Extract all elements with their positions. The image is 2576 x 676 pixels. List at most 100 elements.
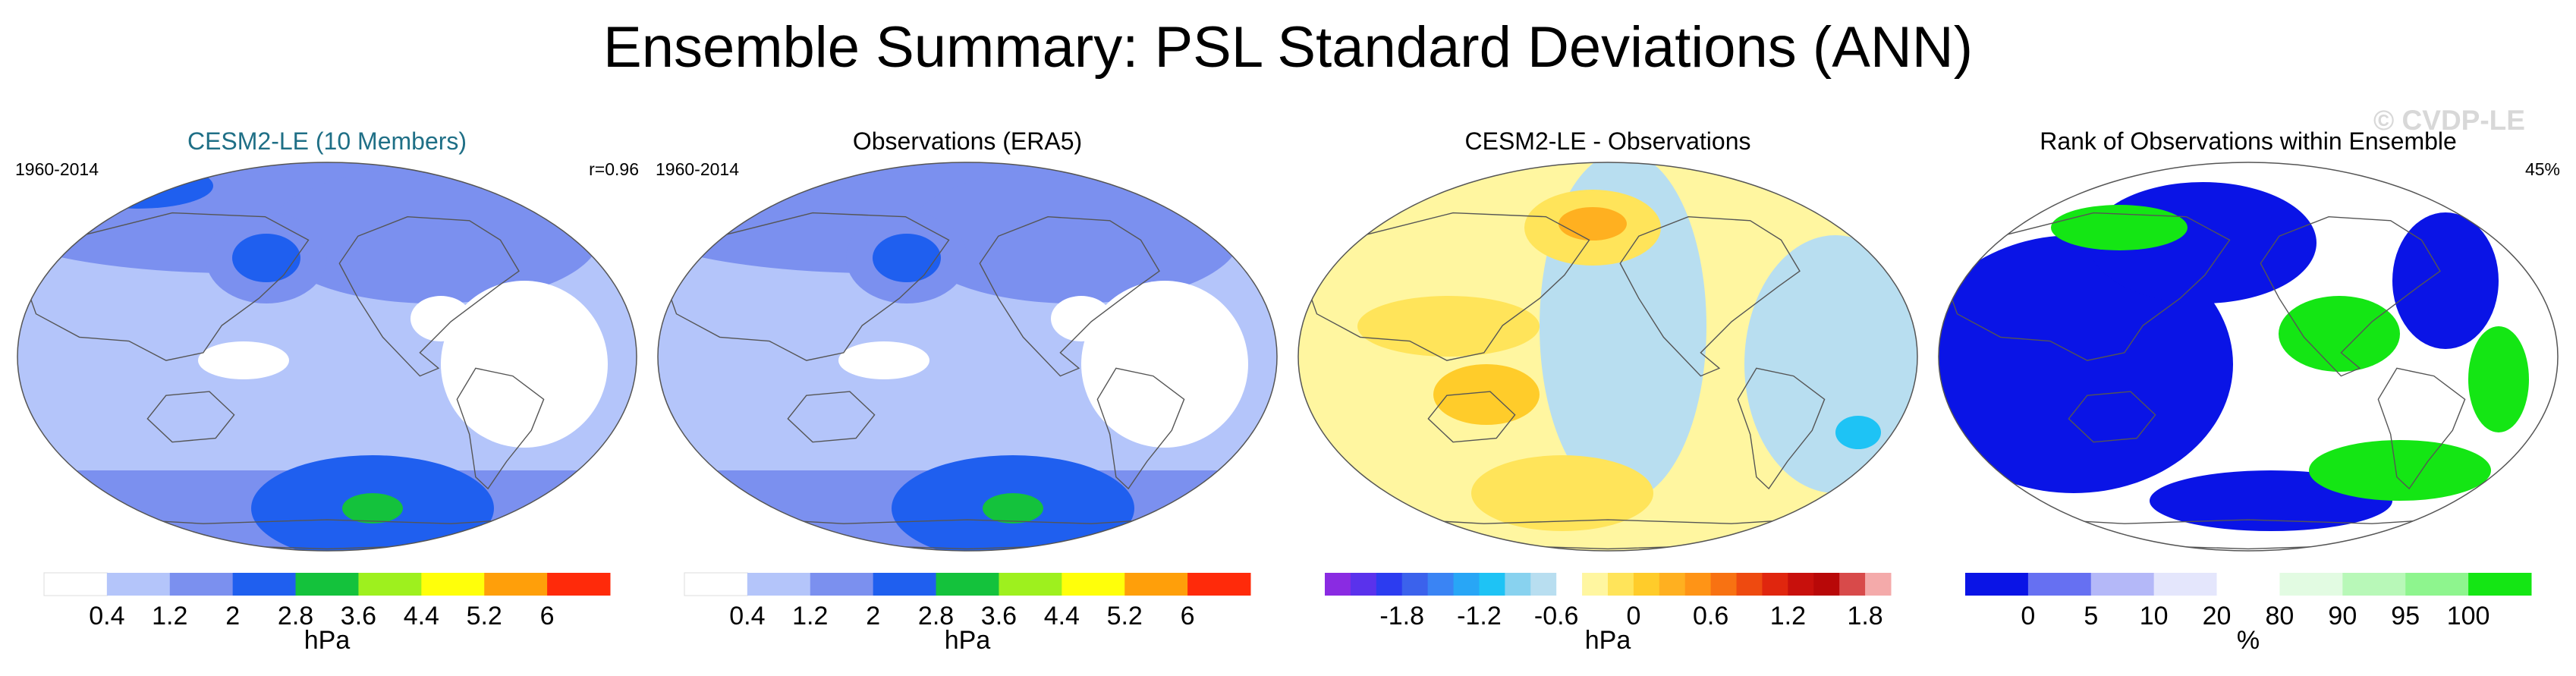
colorbar-tick-label: 4.4: [1044, 602, 1080, 630]
field-rank-high-east: [2468, 326, 2529, 432]
colorbar-tick-label: 0.6: [1693, 602, 1728, 630]
colorbar-swatch: [1582, 573, 1609, 596]
colorbar-swatch: [1865, 573, 1892, 596]
colorbar-swatch: [2153, 573, 2218, 596]
field-caribbean-low: [410, 296, 471, 341]
colorbar-swatch: [1350, 573, 1377, 596]
colorbar-tick-label: 0: [2021, 602, 2035, 630]
colorbar-swatch: [2216, 573, 2280, 596]
coastline-greenland: [543, 184, 594, 222]
period-label: 1960-2014: [15, 159, 99, 179]
field-pos-west: [1433, 364, 1540, 425]
colorbar-tick-label: 0.4: [89, 602, 124, 630]
panel-1: CESM2-LE (10 Members) 1960-2014 r=0.96 0.4 1…: [15, 127, 639, 655]
coastline-namerica: [1619, 215, 1801, 377]
colorbar-tick-label: 100: [2447, 602, 2490, 630]
colorbar-tick-label: 5.2: [467, 602, 502, 630]
field-neg-min: [1835, 416, 1881, 449]
colorbar-tick-label: 2: [866, 602, 880, 630]
colorbar-swatch: [1736, 573, 1763, 596]
colorbar-unit: hPa: [304, 626, 351, 655]
colorbar-tick-label: 2.8: [918, 602, 954, 630]
panel-3: CESM2-LE - Observations -1.8 -1.2 -0.6 0 0.6 1…: [1297, 127, 1918, 655]
coastline-asia: [23, 212, 310, 361]
field-rank-high-north: [2051, 205, 2188, 250]
colorbar-tick-label: 1.8: [1847, 602, 1882, 630]
panel-4: Rank of Observations within Ensemble 45% 0…: [1938, 127, 2560, 655]
colorbar-swatch: [873, 573, 937, 596]
colorbar-tick-label: 10: [2140, 602, 2169, 630]
map-field: [1939, 162, 2558, 551]
colorbar-swatch: [747, 573, 811, 596]
field-south-max: [342, 493, 403, 524]
stat-label: r=0.96: [589, 159, 639, 179]
colorbar-swatch: [1608, 573, 1634, 596]
colorbar-swatch: [2027, 573, 2092, 596]
coastline-australia: [1427, 391, 1516, 443]
field-rank-low-west: [1939, 235, 2233, 493]
colorbar-swatch: [484, 573, 548, 596]
field-samerica-low: [441, 281, 608, 448]
field-rank-low-atl: [2392, 212, 2499, 349]
colorbar-swatch: [1376, 573, 1403, 596]
map-border: [1297, 162, 1918, 552]
coastline-namerica: [338, 215, 520, 377]
coastline-namerica: [2260, 215, 2441, 377]
colorbar-swatch: [1427, 573, 1455, 596]
stat-label: 45%: [2525, 159, 2560, 179]
colorbar-swatch: [999, 573, 1062, 596]
field-rank-high-pac: [2279, 296, 2400, 372]
coastline-australia: [2068, 391, 2156, 443]
colorbar-swatch: [2405, 573, 2469, 596]
colorbar-tick-label: 5: [2084, 602, 2098, 630]
map-border: [1938, 162, 2559, 552]
colorbar-tick-label: 4.4: [404, 602, 439, 630]
colorbar-swatch: [421, 573, 485, 596]
colorbar-tick-label: 3.6: [341, 602, 376, 630]
colorbar-unit: hPa: [1585, 626, 1631, 655]
field-tropics-low: [198, 341, 289, 379]
field-caribbean-low: [1051, 296, 1112, 341]
map-field: [17, 162, 637, 551]
coastline-greenland: [2464, 184, 2515, 222]
panel-title: CESM2-LE - Observations: [1464, 127, 1750, 155]
colorbar-swatch: [2342, 573, 2406, 596]
colorbar-swatch: [232, 573, 297, 596]
colorbar-swatch: [43, 572, 108, 596]
colorbar-swatch: [1633, 573, 1660, 596]
colorbar-swatch: [1839, 573, 1866, 596]
colorbar-tick-label: 95: [2391, 602, 2420, 630]
panel-title: Observations (ERA5): [853, 127, 1082, 155]
colorbar-swatch: [2090, 573, 2155, 596]
colorbar-tick-label: -1.8: [1379, 602, 1424, 630]
colorbar-swatch: [1813, 573, 1840, 596]
colorbar-swatch: [810, 573, 874, 596]
colorbar-swatch: [1401, 573, 1429, 596]
period-label: 1960-2014: [656, 159, 739, 179]
colorbar-swatch: [1556, 573, 1583, 596]
coastline-asia: [1944, 212, 2231, 361]
colorbar: 0.4 1.2 2 2.8 3.6 4.4 5.2 6 hPa: [43, 572, 611, 655]
colorbar-swatch: [684, 572, 748, 596]
colorbar-swatch: [358, 573, 422, 596]
map-border: [657, 162, 1278, 552]
colorbar-swatch: [936, 573, 999, 596]
coastline-namerica: [979, 215, 1160, 377]
colorbar-swatch: [1762, 573, 1788, 596]
field-aleutian-core: [232, 234, 300, 282]
colorbar-tick-label: 1.2: [152, 602, 187, 630]
panel-title: CESM2-LE (10 Members): [187, 127, 467, 155]
colorbar-tick-label: 1.2: [792, 602, 828, 630]
colorbar-tick-label: 20: [2203, 602, 2232, 630]
field-tropics-low: [838, 341, 929, 379]
map-field: [658, 162, 1277, 551]
coastline-asia: [663, 212, 950, 361]
coastline-australia: [146, 391, 235, 443]
coastline-greenland: [1183, 184, 1235, 222]
colorbar-tick-label: 5.2: [1107, 602, 1143, 630]
colorbar-swatch: [1710, 573, 1738, 596]
coastline-australia: [787, 391, 876, 443]
colorbar-swatch: [1453, 573, 1480, 596]
field-samerica-low: [1081, 281, 1248, 448]
